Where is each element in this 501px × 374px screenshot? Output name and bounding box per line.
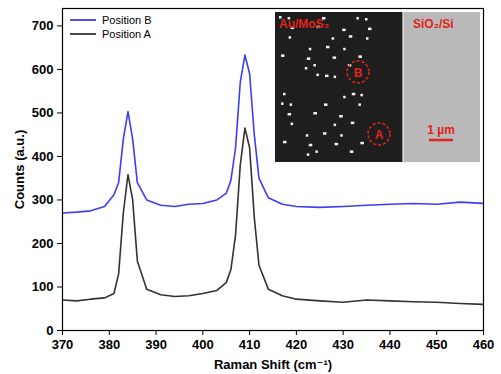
svg-text:500: 500 bbox=[32, 105, 54, 120]
svg-text:Au/MoS₂: Au/MoS₂ bbox=[279, 17, 329, 31]
svg-text:700: 700 bbox=[32, 18, 54, 33]
svg-text:SiO₂/Si: SiO₂/Si bbox=[413, 17, 454, 31]
svg-text:460: 460 bbox=[473, 337, 495, 352]
svg-text:390: 390 bbox=[145, 337, 167, 352]
svg-text:Counts (a.u.): Counts (a.u.) bbox=[12, 130, 27, 209]
svg-text:300: 300 bbox=[32, 192, 54, 207]
svg-text:Raman Shift (cm⁻¹): Raman Shift (cm⁻¹) bbox=[214, 357, 332, 372]
svg-text:370: 370 bbox=[52, 337, 74, 352]
svg-text:200: 200 bbox=[32, 236, 54, 251]
svg-text:380: 380 bbox=[98, 337, 120, 352]
svg-text:600: 600 bbox=[32, 62, 54, 77]
svg-text:410: 410 bbox=[239, 337, 261, 352]
svg-text:450: 450 bbox=[426, 337, 448, 352]
svg-text:B: B bbox=[354, 66, 363, 80]
svg-text:0: 0 bbox=[46, 323, 53, 338]
svg-text:400: 400 bbox=[192, 337, 214, 352]
svg-text:Position A: Position A bbox=[102, 28, 152, 40]
svg-text:440: 440 bbox=[379, 337, 401, 352]
svg-text:400: 400 bbox=[32, 149, 54, 164]
svg-text:A: A bbox=[375, 128, 384, 142]
svg-text:430: 430 bbox=[332, 337, 354, 352]
svg-text:100: 100 bbox=[32, 279, 54, 294]
svg-text:Position B: Position B bbox=[102, 14, 152, 26]
svg-text:420: 420 bbox=[286, 337, 308, 352]
svg-text:1 µm: 1 µm bbox=[427, 123, 455, 137]
